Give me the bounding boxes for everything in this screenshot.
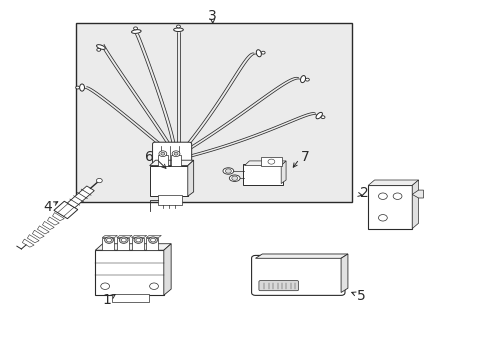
Circle shape [378,193,386,199]
Polygon shape [281,161,285,184]
Circle shape [96,179,102,183]
Circle shape [305,78,309,81]
FancyBboxPatch shape [251,256,345,295]
Circle shape [134,237,142,243]
FancyBboxPatch shape [260,157,282,166]
Text: 3: 3 [208,9,217,23]
Polygon shape [67,186,94,208]
Ellipse shape [173,28,183,31]
Bar [171,155,181,166]
Bar [95,250,163,295]
Text: 6: 6 [144,150,153,163]
Circle shape [176,25,180,28]
Polygon shape [117,235,132,238]
Polygon shape [27,235,39,243]
Circle shape [392,193,401,199]
Circle shape [172,151,180,157]
Polygon shape [54,201,78,219]
Circle shape [159,151,166,157]
Circle shape [161,152,164,155]
Circle shape [261,51,264,54]
Ellipse shape [223,168,233,174]
Circle shape [97,48,101,51]
Polygon shape [52,213,64,221]
FancyBboxPatch shape [242,164,283,185]
Bar [76,23,351,202]
Polygon shape [42,221,54,230]
Ellipse shape [96,45,105,49]
Polygon shape [163,244,171,295]
Polygon shape [95,244,171,250]
Polygon shape [22,239,34,247]
Circle shape [76,86,80,89]
Circle shape [174,152,178,155]
Polygon shape [255,254,347,258]
Circle shape [321,116,325,119]
Circle shape [149,283,158,289]
Circle shape [133,27,137,30]
Text: 5: 5 [356,289,365,303]
Ellipse shape [80,84,84,91]
Circle shape [119,237,128,243]
Circle shape [121,238,126,242]
Polygon shape [187,160,193,196]
Polygon shape [149,160,193,166]
Circle shape [104,237,113,243]
FancyBboxPatch shape [152,142,191,169]
Polygon shape [367,185,411,229]
Circle shape [378,215,386,221]
Polygon shape [38,226,49,234]
Circle shape [225,169,231,173]
Text: 7: 7 [301,150,309,163]
Text: 2: 2 [359,186,368,199]
Polygon shape [341,254,347,292]
Ellipse shape [131,30,141,33]
Bar [112,294,149,302]
Ellipse shape [300,76,305,82]
Ellipse shape [315,112,322,119]
Bar [158,195,182,205]
Circle shape [150,238,155,242]
Circle shape [101,283,109,289]
Polygon shape [32,230,44,238]
Text: 4: 4 [43,200,52,214]
Polygon shape [244,161,285,166]
Circle shape [267,159,274,164]
Circle shape [106,238,111,242]
Bar [158,155,167,166]
Text: 1: 1 [102,293,111,306]
FancyBboxPatch shape [259,281,298,291]
Polygon shape [102,235,117,238]
Circle shape [148,237,157,243]
Polygon shape [367,180,418,185]
Circle shape [231,176,237,180]
Ellipse shape [256,50,261,57]
Bar [117,238,129,250]
Polygon shape [411,180,418,229]
Polygon shape [146,235,161,238]
Bar [146,238,158,250]
Polygon shape [131,235,146,238]
Polygon shape [47,217,59,225]
Bar [102,238,114,250]
Bar [149,166,187,196]
Ellipse shape [229,175,240,181]
Polygon shape [411,190,423,198]
Circle shape [136,238,141,242]
Bar [131,238,143,250]
